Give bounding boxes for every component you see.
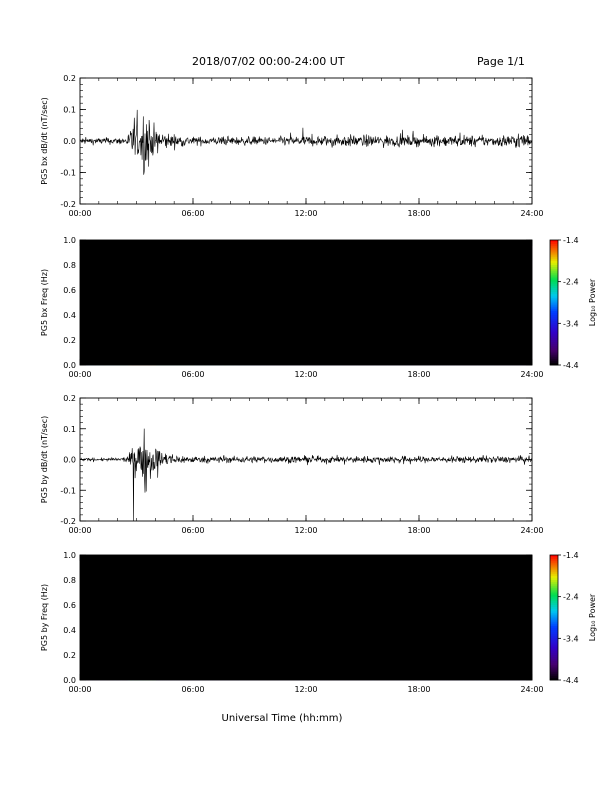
page-title: 2018/07/02 00:00-24:00 UT bbox=[192, 55, 345, 68]
page-number: Page 1/1 bbox=[477, 55, 525, 68]
bx-waveform-series-line bbox=[79, 109, 533, 175]
